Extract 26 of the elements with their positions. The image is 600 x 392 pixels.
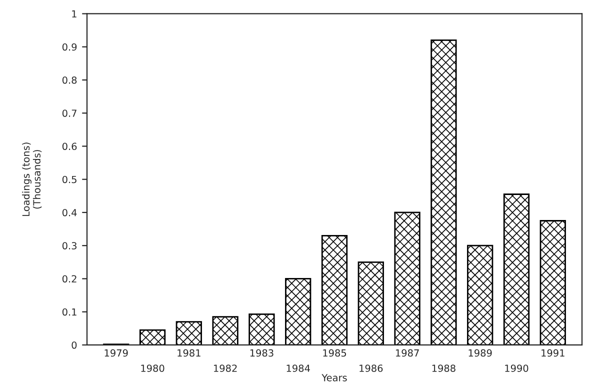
y-tick-label: 0.6 — [62, 142, 77, 150]
x-tick-label: 1980 — [141, 364, 164, 372]
y-tick-label: 0.3 — [62, 242, 76, 250]
y-tick-label: 0.1 — [62, 308, 76, 316]
y-tick-label: 0.2 — [62, 275, 76, 283]
y-tick-label: 0.4 — [62, 208, 77, 216]
y-tick-label: 1 — [72, 10, 76, 18]
x-tick-label: 1985 — [323, 349, 346, 357]
x-tick-label: 1986 — [360, 364, 383, 372]
x-tick-label: 1987 — [396, 349, 419, 357]
y-axis-title: Loadings (tons) (Thousands) — [22, 142, 42, 216]
x-tick-label: 1990 — [505, 364, 528, 372]
x-tick-label: 1983 — [250, 349, 274, 357]
y-tick-label: 0.9 — [62, 43, 77, 51]
x-tick-label: 1988 — [432, 364, 456, 372]
x-tick-label: 1991 — [542, 349, 564, 357]
x-tick-label: 1979 — [104, 349, 128, 357]
x-tick-label: 1981 — [178, 349, 200, 357]
x-tick-label: 1984 — [286, 364, 310, 372]
y-tick-label: 0.5 — [62, 176, 76, 184]
y-tick-label: 0 — [72, 341, 77, 349]
x-tick-label: 1982 — [214, 364, 237, 372]
x-tick-label: 1989 — [468, 349, 492, 357]
y-tick-label: 0.8 — [62, 76, 77, 84]
y-tick-label: 0.7 — [62, 110, 76, 117]
x-axis-title: Years — [322, 374, 347, 382]
